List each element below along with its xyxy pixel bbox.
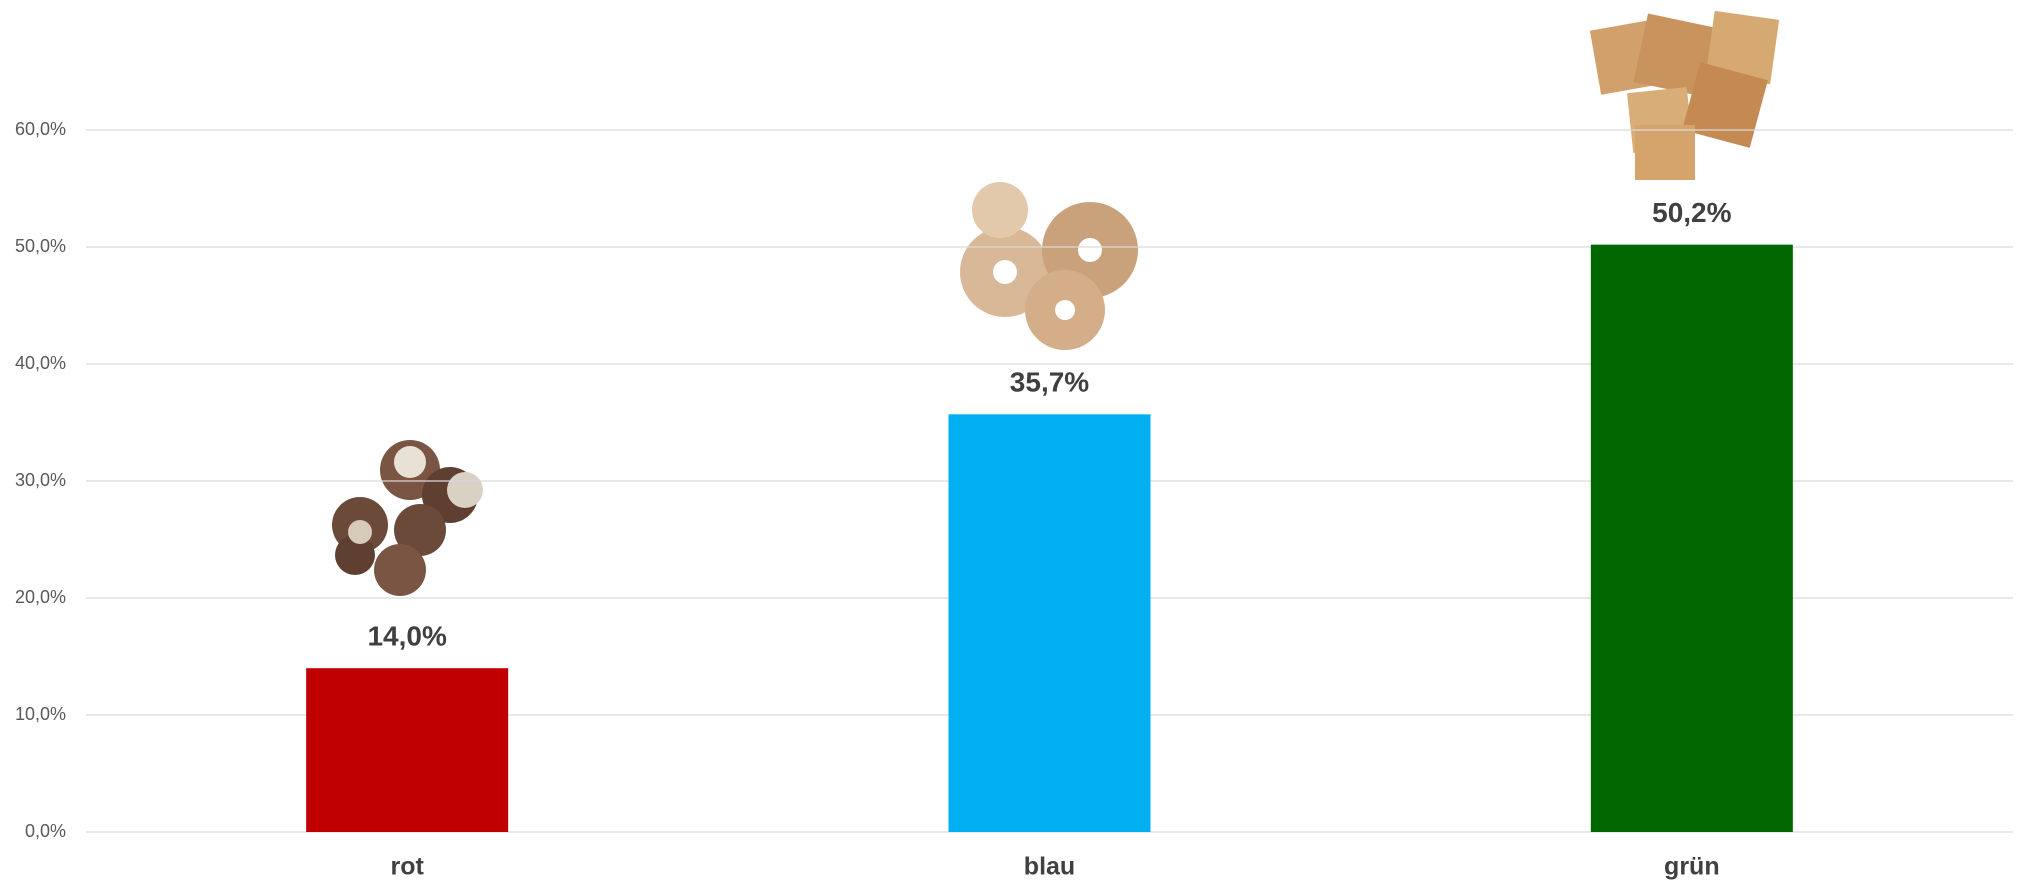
- cookies-rot: [332, 440, 483, 596]
- bar: [306, 668, 509, 832]
- cookies-blau: [960, 182, 1138, 350]
- y-tick-label: 20,0%: [15, 587, 66, 607]
- bar: [1590, 244, 1793, 832]
- x-tick-label: blau: [1024, 853, 1075, 881]
- x-tick-label: rot: [391, 853, 425, 881]
- cookies-gruen: [1589, 10, 1780, 180]
- value-label: 50,2%: [1652, 197, 1731, 228]
- bar: [948, 414, 1151, 832]
- y-tick-label: 10,0%: [15, 704, 66, 724]
- x-tick-label: grün: [1664, 853, 1720, 881]
- value-label: 35,7%: [1010, 367, 1089, 398]
- value-label: 14,0%: [367, 621, 446, 652]
- y-tick-label: 50,0%: [15, 236, 66, 256]
- y-tick-label: 40,0%: [15, 353, 66, 373]
- y-tick-label: 60,0%: [15, 119, 66, 139]
- y-tick-label: 30,0%: [15, 470, 66, 490]
- y-tick-label: 0,0%: [25, 821, 66, 841]
